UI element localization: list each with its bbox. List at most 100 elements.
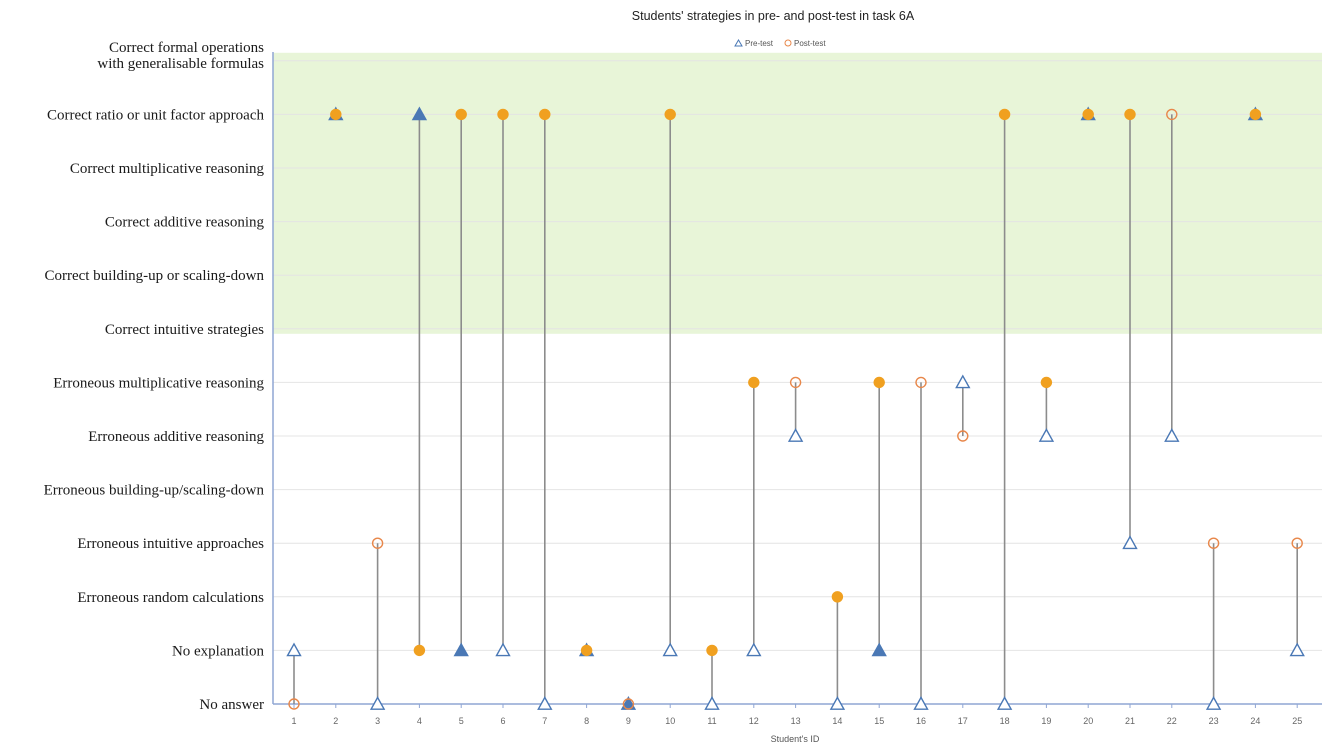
correct-strategies-band <box>273 52 1322 334</box>
x-tick-label: 10 <box>665 716 675 726</box>
post-test-marker <box>998 108 1011 121</box>
pre-test-marker <box>1164 428 1180 442</box>
post-test-marker <box>1207 537 1220 549</box>
x-tick-label: 15 <box>874 716 884 726</box>
x-tick-label: 2 <box>333 716 338 726</box>
legend-triangle-icon <box>734 39 743 47</box>
x-tick-label: 23 <box>1209 716 1219 726</box>
x-tick-label: 14 <box>832 716 842 726</box>
post-test-marker <box>957 430 969 442</box>
pre-test-marker <box>286 642 302 657</box>
post-test-marker <box>580 644 593 657</box>
x-tick-label: 7 <box>542 716 547 726</box>
y-tick-label: Correct ratio or unit factor approach <box>47 107 264 123</box>
post-test-marker <box>497 108 509 121</box>
x-tick-label: 13 <box>791 716 801 726</box>
pre-test-marker <box>787 428 804 442</box>
y-tick-label: Correct additive reasoning <box>105 215 265 231</box>
y-tick-label: Correct intuitive strategies <box>105 322 264 338</box>
x-tick-label: 6 <box>500 716 505 726</box>
connector-lines <box>293 114 1298 704</box>
data-markers <box>286 106 1305 710</box>
post-test-marker <box>1040 376 1053 389</box>
y-tick-label: No explanation <box>172 643 265 659</box>
pre-test-marker <box>871 642 887 657</box>
pre-test-marker <box>495 642 511 657</box>
pre-test-marker <box>746 642 762 657</box>
post-test-marker <box>1166 108 1178 121</box>
chart-title: Students' strategies in pre- and post-te… <box>632 9 915 23</box>
axes <box>272 52 1322 705</box>
x-tick-label: 12 <box>749 716 759 726</box>
post-test-marker <box>1124 108 1136 121</box>
pre-test-marker <box>453 642 469 657</box>
y-tick-label: Correct multiplicative reasoning <box>70 161 265 177</box>
post-test-marker <box>288 698 300 710</box>
x-tick-label: 18 <box>1000 716 1010 726</box>
x-axis-label: Student's ID <box>771 734 820 744</box>
chart-legend: Pre-test Post-test <box>734 39 826 48</box>
y-tick-label-line: Correct formal operations <box>109 40 264 56</box>
post-test-marker <box>539 108 551 121</box>
x-tick-label: 11 <box>707 716 716 726</box>
y-tick-label: Erroneous multiplicative reasoning <box>53 375 264 391</box>
post-test-marker <box>413 644 426 657</box>
pre-test-marker <box>829 696 846 710</box>
y-tick-label: Erroneous intuitive approaches <box>77 536 264 552</box>
post-test-marker <box>1291 537 1303 549</box>
grid-lines <box>273 60 1322 705</box>
y-tick-label: Erroneous random calculations <box>77 590 264 606</box>
pre-test-marker <box>1289 642 1305 657</box>
post-test-marker <box>1249 108 1262 121</box>
pre-test-marker <box>704 696 720 710</box>
y-tick-label: Erroneous additive reasoning <box>88 429 264 445</box>
post-test-marker <box>789 376 802 389</box>
x-tick-label: 5 <box>459 716 464 726</box>
post-test-marker <box>873 376 885 389</box>
x-tick-label: 4 <box>417 716 422 726</box>
pre-test-marker <box>537 696 553 710</box>
pre-test-marker <box>996 696 1013 710</box>
y-tick-label-line: with generalisable formulas <box>97 56 264 72</box>
y-tick-label: Correct formal operations with generalisa… <box>97 40 264 72</box>
y-tick-label: Erroneous building-up/scaling-down <box>44 483 265 499</box>
legend-circle-icon <box>784 39 792 47</box>
pre-test-marker <box>369 696 386 710</box>
pre-test-marker <box>411 106 428 121</box>
pre-test-marker <box>662 642 678 657</box>
pre-test-marker <box>1038 428 1055 442</box>
shaded-band-rect <box>273 52 1322 334</box>
post-test-marker <box>622 698 635 710</box>
x-tick-label: 17 <box>958 716 968 726</box>
x-tick-label: 20 <box>1083 716 1093 726</box>
legend-pre-test: Pre-test <box>745 39 774 48</box>
pre-test-marker <box>955 374 971 389</box>
x-tick-label: 3 <box>375 716 380 726</box>
post-test-marker <box>1082 108 1094 121</box>
x-tick-label: 16 <box>916 716 926 726</box>
pre-test-marker <box>913 696 929 710</box>
y-tick-label: Correct building-up or scaling-down <box>44 268 264 284</box>
y-axis-labels: No answer No explanation Erroneous random … <box>44 40 265 713</box>
post-test-marker <box>330 108 342 121</box>
x-tick-label: 19 <box>1041 716 1051 726</box>
x-tick-label: 8 <box>584 716 589 726</box>
post-test-marker <box>831 591 844 603</box>
post-test-marker <box>706 644 718 657</box>
post-test-marker <box>455 108 467 121</box>
x-tick-label: 25 <box>1292 716 1302 726</box>
post-test-marker <box>371 537 384 549</box>
y-tick-label: No answer <box>199 697 264 713</box>
post-test-marker <box>748 376 760 389</box>
x-tick-label: 9 <box>626 716 631 726</box>
post-test-marker <box>664 108 676 121</box>
x-tick-label: 24 <box>1250 716 1260 726</box>
pre-test-marker <box>1205 696 1222 710</box>
legend-post-test: Post-test <box>794 39 826 48</box>
x-tick-label: 22 <box>1167 716 1177 726</box>
post-test-marker <box>915 376 927 389</box>
x-tick-label: 1 <box>291 716 296 726</box>
pre-test-marker <box>1122 535 1138 550</box>
